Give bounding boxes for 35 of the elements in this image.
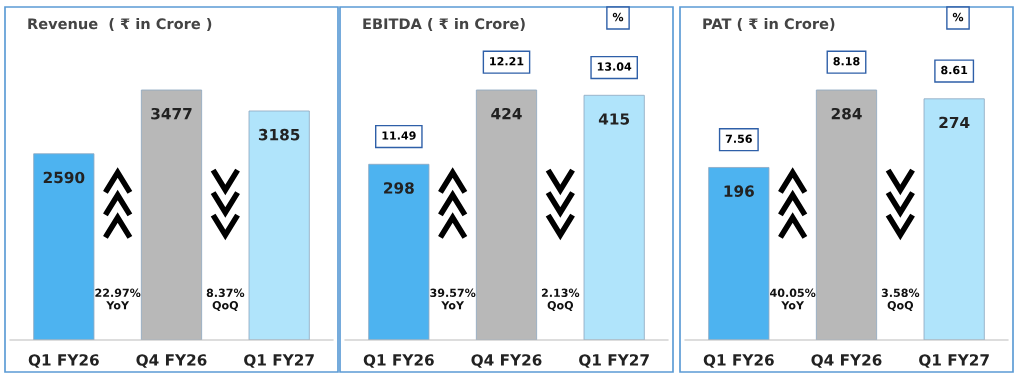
- annotation: 8.18: [833, 57, 860, 66]
- x-tick-label: Q4 FY26: [471, 354, 542, 368]
- text: %: [612, 12, 624, 22]
- chart-title: Revenue ( ₹ in Crore ): [28, 17, 212, 31]
- data-label: 284: [831, 107, 862, 120]
- x-tick-label: Q1 FY26: [363, 354, 434, 368]
- data-label: 2590: [43, 171, 85, 184]
- x-tick-label: Q1 FY27: [919, 354, 989, 368]
- x-tick-label: Q1 FY27: [579, 354, 649, 368]
- data-label: 196: [724, 185, 754, 197]
- annotation: 3.58% QoQ: [881, 288, 920, 311]
- text: %: [952, 12, 964, 22]
- data-label: 3185: [258, 128, 300, 141]
- data-label: 415: [598, 113, 630, 125]
- x-tick-label: Q1 FY26: [28, 354, 99, 368]
- x-tick-label: Q1 FY26: [703, 354, 774, 368]
- data-label: 298: [384, 182, 414, 194]
- annotation: 2.13% QoQ: [541, 288, 580, 311]
- data-label: 424: [491, 107, 522, 120]
- data-label: 3477: [151, 107, 192, 120]
- chart-title: PAT ( ₹ in Crore): [703, 17, 835, 31]
- annotation: 8.61: [941, 65, 968, 75]
- annotation: 40.05% YoY: [770, 288, 816, 310]
- data-label: 274: [939, 116, 970, 129]
- chart-title: EBITDA ( ₹ in Crore): [363, 17, 525, 31]
- annotation: 13.04: [597, 62, 632, 71]
- annotation: 11.49: [382, 131, 416, 140]
- x-tick-label: Q4 FY26: [811, 354, 882, 368]
- annotation: 39.57% YoY: [430, 288, 476, 310]
- x-tick-label: Q4 FY26: [136, 354, 207, 368]
- annotation: 7.56: [725, 134, 752, 143]
- annotation: 8.37% QoQ: [206, 288, 245, 311]
- annotation: 12.21: [490, 57, 524, 66]
- annotation: 22.97% YoY: [95, 288, 141, 310]
- x-tick-label: Q1 FY27: [244, 354, 314, 368]
